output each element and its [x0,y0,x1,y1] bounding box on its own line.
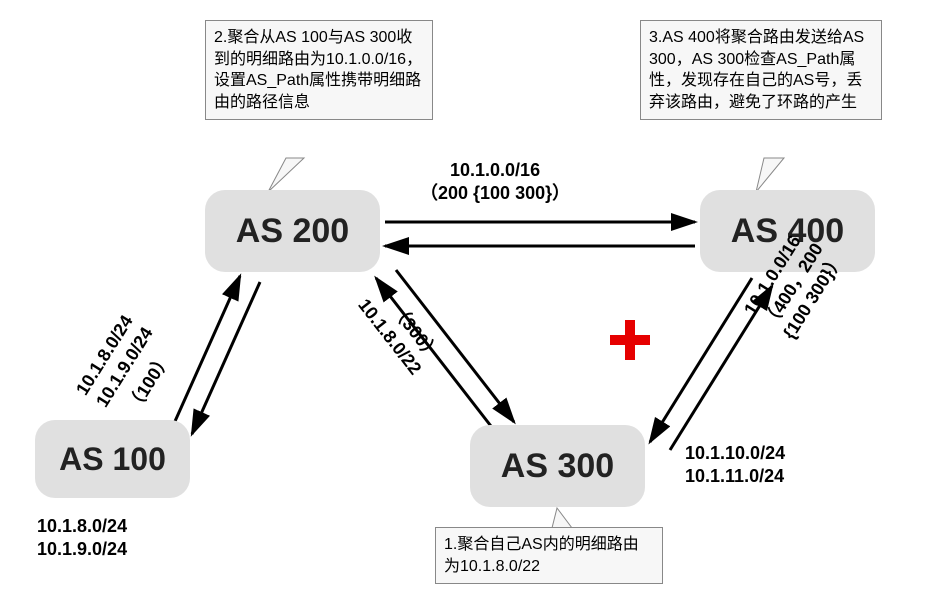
as100-route-2: 10.1.9.0/24 [37,538,127,561]
node-as300: AS 300 [470,425,645,507]
node-as200: AS 200 [205,190,380,272]
edge-as400-as300 [650,278,752,442]
node-as300-label: AS 300 [501,447,614,486]
callout-3: 3.AS 400将聚合路由发送给AS 300，AS 300检查AS_Path属性… [640,20,882,120]
callout-pointer-c3 [756,158,784,192]
callout-2-text: 2.聚合从AS 100与AS 300收到的明细路由为10.1.0.0/16，设置… [214,29,422,111]
as300-route-2: 10.1.11.0/24 [685,465,785,488]
callout-pointer-c1 [552,508,572,528]
callout-1-text: 1.聚合自己AS内的明细路由为10.1.8.0/22 [444,536,639,575]
callout-pointer-c2 [268,158,304,192]
as300-routes: 10.1.10.0/24 10.1.11.0/24 [685,442,785,487]
node-as100-label: AS 100 [59,441,166,478]
block-cross-icon [608,318,652,374]
node-as100: AS 100 [35,420,190,498]
edge-label-200-400-b: （200 {100 300}） [420,183,570,205]
as300-route-1: 10.1.10.0/24 [685,442,785,465]
edge-label-200-400-a: 10.1.0.0/16 [450,160,540,182]
callout-1: 1.聚合自己AS内的明细路由为10.1.8.0/22 [435,527,663,584]
callout-2: 2.聚合从AS 100与AS 300收到的明细路由为10.1.0.0/16，设置… [205,20,433,120]
callout-3-text: 3.AS 400将聚合路由发送给AS 300，AS 300检查AS_Path属性… [649,29,864,111]
node-as200-label: AS 200 [236,212,349,251]
edge-as100-as200 [172,276,240,428]
as100-route-1: 10.1.8.0/24 [37,515,127,538]
edge-as200-as100 [192,282,260,434]
as100-routes: 10.1.8.0/24 10.1.9.0/24 [37,515,127,560]
